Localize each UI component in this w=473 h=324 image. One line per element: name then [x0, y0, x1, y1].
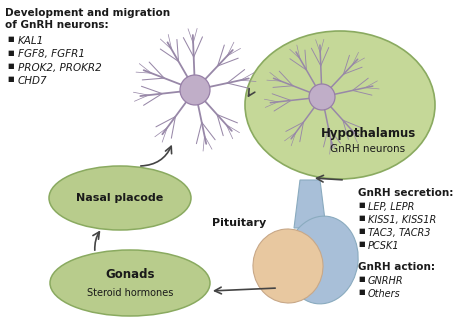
Text: ■: ■	[358, 276, 365, 282]
Text: ■: ■	[7, 63, 14, 69]
Ellipse shape	[49, 166, 191, 230]
Text: GnRH secretion:: GnRH secretion:	[358, 188, 454, 198]
Text: GnRH neurons: GnRH neurons	[331, 144, 405, 154]
Ellipse shape	[245, 31, 435, 179]
Text: ■: ■	[358, 241, 365, 247]
Polygon shape	[294, 180, 326, 228]
Circle shape	[180, 75, 210, 105]
Text: Gonads: Gonads	[105, 268, 155, 281]
Text: ■: ■	[358, 289, 365, 295]
Text: Development and migration: Development and migration	[5, 8, 170, 18]
Text: TAC3, TACR3: TAC3, TACR3	[368, 228, 430, 238]
Text: ■: ■	[358, 215, 365, 221]
Circle shape	[309, 84, 335, 110]
Text: ■: ■	[7, 36, 14, 42]
Text: PCSK1: PCSK1	[368, 241, 400, 251]
Text: LEP, LEPR: LEP, LEPR	[368, 202, 414, 212]
Text: PROK2, PROKR2: PROK2, PROKR2	[18, 63, 102, 73]
Text: CHD7: CHD7	[18, 76, 48, 87]
Text: GnRH action:: GnRH action:	[358, 262, 435, 272]
Text: Pituitary: Pituitary	[212, 218, 266, 228]
Text: Steroid hormones: Steroid hormones	[87, 288, 173, 298]
Text: Others: Others	[368, 289, 401, 299]
Ellipse shape	[50, 250, 210, 316]
Text: ■: ■	[358, 228, 365, 234]
Ellipse shape	[253, 229, 323, 303]
Text: ■: ■	[358, 202, 365, 208]
Text: KISS1, KISS1R: KISS1, KISS1R	[368, 215, 436, 225]
Text: KAL1: KAL1	[18, 36, 44, 46]
Text: FGF8, FGFR1: FGF8, FGFR1	[18, 50, 85, 60]
Ellipse shape	[286, 216, 358, 304]
Text: ■: ■	[7, 76, 14, 83]
Text: Hypothalamus: Hypothalamus	[320, 126, 416, 140]
Text: of GnRH neurons:: of GnRH neurons:	[5, 20, 109, 30]
Text: ■: ■	[7, 50, 14, 55]
Text: GNRHR: GNRHR	[368, 276, 403, 286]
Text: Nasal placode: Nasal placode	[76, 193, 164, 203]
